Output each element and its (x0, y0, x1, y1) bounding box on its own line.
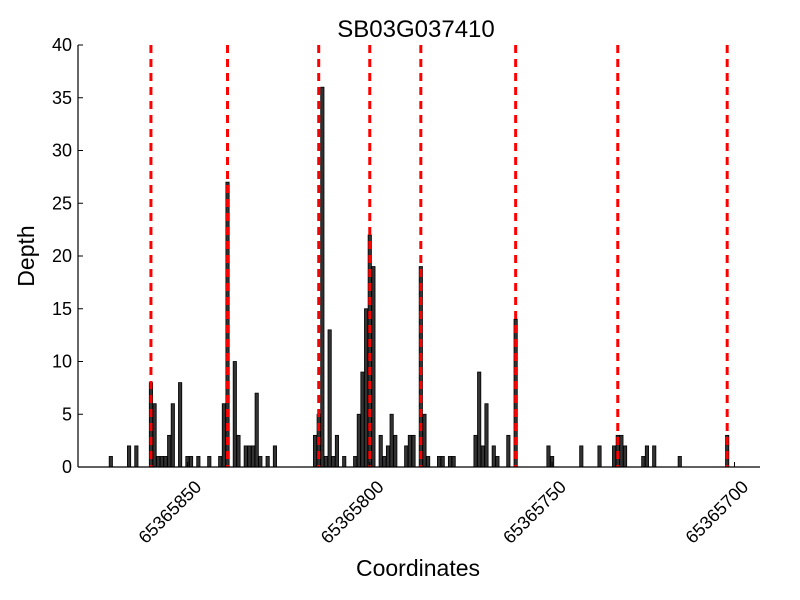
coverage-bar (579, 445, 584, 468)
coverage-bar (232, 361, 237, 468)
coverage-bar (411, 434, 416, 468)
coverage-bar (272, 445, 277, 468)
coverage-bar (506, 434, 511, 468)
coverage-bar (156, 456, 161, 468)
coverage-bar (612, 445, 617, 468)
chart-title: SB03G037410 (337, 16, 494, 43)
coverage-bar (247, 445, 252, 468)
coverage-bar (360, 371, 365, 468)
y-tick-label: 5 (62, 404, 72, 424)
coverage-bar (152, 403, 157, 468)
coverage-bar (313, 434, 318, 468)
coverage-bar (218, 456, 223, 468)
coverage-bar (356, 413, 361, 468)
coverage-bar (426, 456, 431, 468)
coverage-bar (364, 308, 369, 468)
coverage-bar (331, 456, 336, 468)
y-tick-label: 30 (52, 141, 72, 161)
coverage-bar (170, 403, 175, 468)
coverage-bar (327, 329, 332, 468)
x-tick-label: 65365700 (682, 477, 753, 548)
coverage-bar (382, 456, 387, 468)
exon-boundary-markers (149, 45, 729, 467)
coverage-bar (378, 434, 383, 468)
coverage-bar (108, 456, 113, 468)
x-axis-title: Coordinates (356, 555, 480, 581)
y-axis-title: Depth (13, 225, 39, 286)
coverage-bar (196, 456, 201, 468)
coverage-bar (437, 456, 442, 468)
coverage-bar (178, 382, 183, 468)
coverage-bar (254, 392, 259, 468)
coverage-bar (221, 403, 226, 468)
coverage-bar (258, 456, 263, 468)
coverage-bar (619, 434, 624, 468)
x-tick-label: 65365850 (135, 477, 206, 548)
coverage-bar (353, 456, 358, 468)
coverage-bar (491, 445, 496, 468)
y-tick-label: 40 (52, 35, 72, 55)
coverage-bar (644, 445, 649, 468)
coverage-bar (473, 434, 478, 468)
coverage-bar (393, 434, 398, 468)
x-tick-label: 65365800 (317, 477, 388, 548)
coverage-bar (495, 456, 500, 468)
coverage-bar (484, 403, 489, 468)
coverage-bar (127, 445, 132, 468)
y-tick-label: 20 (52, 246, 72, 266)
coverage-bars (108, 86, 730, 468)
coverage-bar (389, 413, 394, 468)
coverage-bar (334, 434, 339, 468)
coverage-bar (159, 456, 164, 468)
y-tick-label: 0 (62, 457, 72, 477)
y-tick-label: 35 (52, 88, 72, 108)
y-tick-label: 25 (52, 193, 72, 213)
coverage-bar (440, 456, 445, 468)
x-ticks: 65365850 65365800 65365750 65365700 (135, 462, 753, 548)
coverage-bar (477, 371, 482, 468)
coverage-bar (236, 434, 241, 468)
coverage-bar (641, 456, 646, 468)
coverage-bar (163, 456, 168, 468)
coverage-bar (404, 445, 409, 468)
coverage-bar (597, 445, 602, 468)
coverage-bar (243, 445, 248, 468)
y-ticks: 0 5 10 15 20 25 30 35 40 (52, 35, 83, 477)
coverage-bar (385, 445, 391, 468)
coverage-bar (546, 445, 551, 468)
coverage-bar (371, 266, 376, 468)
coverage-bar (251, 445, 256, 468)
coverage-bar (451, 456, 456, 468)
coverage-bar (422, 413, 427, 468)
x-tick-label: 65365750 (499, 477, 570, 548)
coverage-bar (167, 434, 172, 468)
coverage-bar (323, 456, 329, 468)
y-tick-label: 10 (52, 352, 72, 372)
y-tick-label: 15 (52, 299, 72, 319)
coverage-bar (623, 445, 628, 468)
coverage-bar (207, 456, 212, 468)
coverage-bar (652, 445, 657, 468)
coverage-bar (342, 456, 347, 468)
coverage-bar (407, 434, 412, 468)
coverage-bar (447, 456, 453, 468)
coverage-bar (480, 445, 485, 468)
coverage-bar (265, 456, 270, 468)
coverage-bar (418, 266, 423, 468)
coverage-bar (320, 86, 325, 468)
coverage-bar (677, 456, 682, 468)
coverage-bar (134, 445, 139, 468)
coverage-bar (189, 456, 194, 468)
